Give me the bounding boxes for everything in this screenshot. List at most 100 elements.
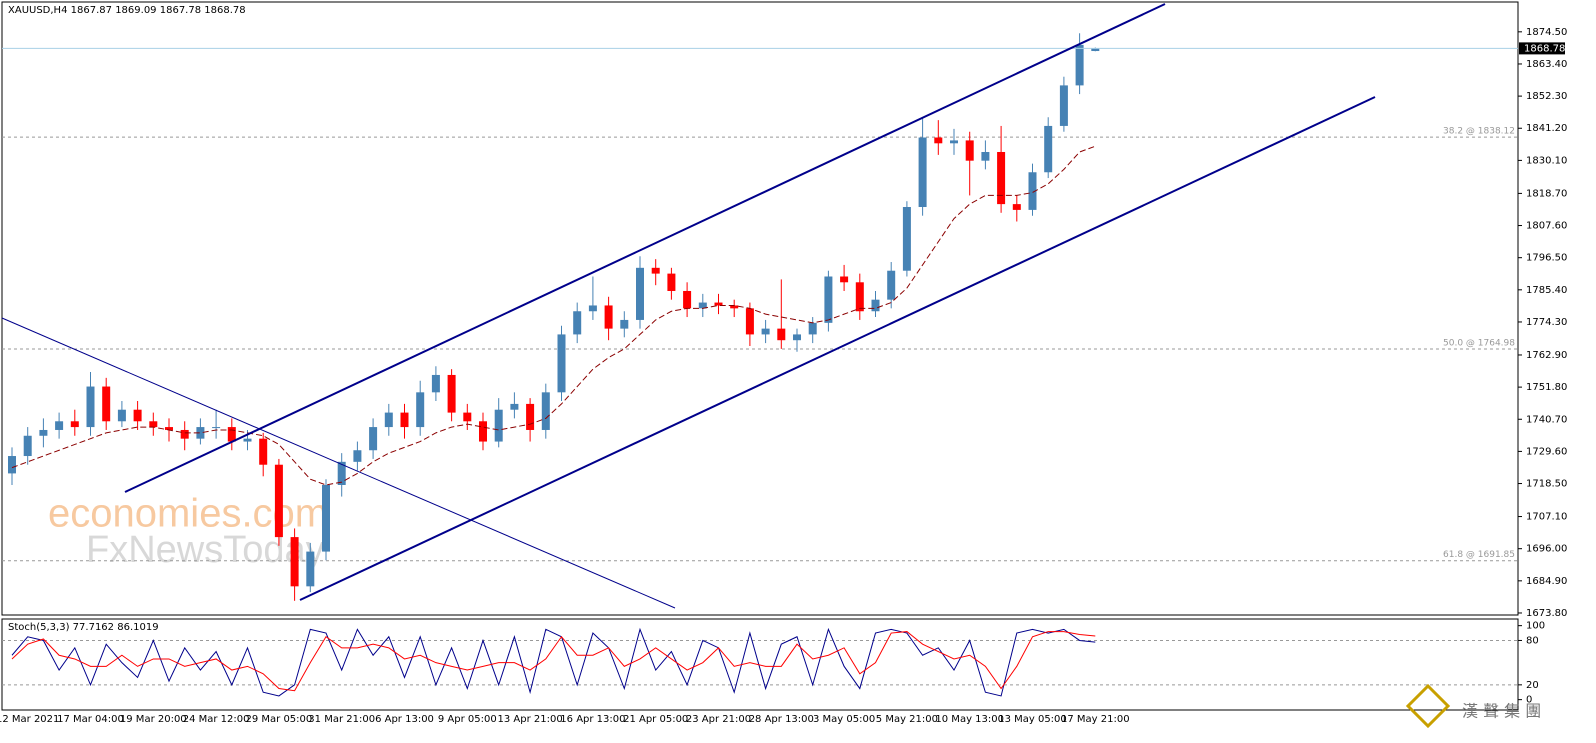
candle-body (117, 409, 126, 422)
candle-body (322, 484, 330, 552)
candle-body (840, 276, 849, 283)
y-tick-label: 0 (1526, 695, 1532, 706)
x-tick-label: 9 Apr 05:00 (438, 714, 497, 725)
candle-body (102, 386, 111, 422)
level-label: 50.0 @ 1764.98 (1443, 338, 1515, 348)
candle-body (651, 267, 660, 274)
y-tick-label: 1684.90 (1526, 576, 1567, 587)
y-tick-label: 1729.60 (1526, 446, 1567, 457)
main-panel (1, 1, 1519, 616)
moving-average (11, 145, 1096, 486)
candle-body (510, 403, 519, 410)
candle-body (212, 427, 221, 429)
candle-body (39, 429, 48, 436)
candle-body (714, 302, 723, 306)
candle-body (196, 427, 205, 439)
x-tick-label: 17 May 21:00 (1061, 714, 1130, 725)
candle-body (165, 427, 173, 430)
candle-body (70, 421, 79, 428)
plot: 1874.50 1863.40 1852.30 1841.20 1830.10 1818.… (2, 27, 1567, 706)
stoch-line (11, 627, 1096, 697)
logo-text: 漢 聲 集 團 (1462, 702, 1541, 721)
candle-body (902, 207, 911, 271)
x-tick-label: 31 Mar 21:00 (308, 714, 375, 725)
candle-body (1012, 204, 1021, 210)
candle-body (698, 302, 707, 309)
y-tick-label: 1762.90 (1526, 350, 1567, 361)
y-tick-label: 20 (1526, 680, 1539, 691)
candle-body (526, 403, 535, 430)
candle-body (463, 412, 472, 422)
price-box (1519, 42, 1565, 55)
y-tick-label: 1740.70 (1526, 414, 1567, 425)
y-tick-label: 1785.40 (1526, 285, 1567, 296)
candle-body (337, 461, 346, 485)
x-tick-label: 5 May 21:00 (876, 714, 938, 725)
candle-body (8, 456, 16, 474)
x-tick-label: 29 Mar 05:00 (246, 714, 313, 725)
stoch-line (11, 631, 1096, 692)
candle-body (761, 328, 770, 335)
y-tick-label: 1751.80 (1526, 382, 1567, 393)
candle-body (824, 276, 833, 323)
candle-body (227, 427, 236, 442)
candle-body (997, 151, 1006, 205)
level-label: 61.8 @ 1691.85 (1443, 550, 1515, 560)
candle-body (730, 305, 739, 309)
y-tick-label: 1718.50 (1526, 479, 1567, 490)
candle-body (180, 429, 189, 439)
y-tick-label: 1696.00 (1526, 544, 1567, 555)
x-tick-label: 21 Apr 05:00 (623, 714, 688, 725)
candle-body (588, 305, 597, 312)
candle-body (416, 392, 425, 428)
x-tick-label: 24 Mar 12:00 (183, 714, 250, 725)
candle-body (934, 137, 943, 144)
y-tick-label: 1874.50 (1526, 27, 1567, 38)
y-tick-label: 1673.80 (1526, 608, 1567, 619)
candle-body (479, 421, 487, 442)
x-tick-label: 13 Apr 21:00 (497, 714, 562, 725)
candle-body (384, 412, 393, 428)
price-label: 1868.78 (1524, 43, 1565, 54)
y-tick-label: 1863.40 (1526, 59, 1567, 70)
candle-body (620, 319, 629, 329)
candle-body (274, 464, 283, 538)
candle-body (541, 392, 550, 430)
y-tick-label: 1707.10 (1526, 512, 1567, 523)
candle-body (950, 140, 958, 144)
candle-body (494, 409, 503, 442)
candle-body (667, 273, 676, 291)
candle-body (259, 438, 268, 465)
y-tick-label: 1796.50 (1526, 253, 1567, 264)
x-tick-label: 6 Apr 13:00 (375, 714, 434, 725)
candle-body (887, 270, 896, 300)
x-tick-label: 13 May 05:00 (998, 714, 1067, 725)
candle-body (447, 374, 456, 413)
candle-body (808, 322, 817, 335)
x-tick-label: 28 Apr 13:00 (749, 714, 814, 725)
candle-body (431, 374, 440, 393)
candle-body (871, 299, 880, 312)
candle-body (745, 308, 754, 335)
candle-body (965, 140, 974, 161)
channel-lower (299, 96, 1376, 601)
candle-body (855, 282, 864, 312)
candle-body (1044, 125, 1053, 173)
stoch-panel (1, 618, 1519, 711)
candle-body (573, 311, 582, 335)
y-tick-label: 80 (1526, 635, 1539, 646)
candle-body (23, 435, 32, 457)
y-tick-label: 100 (1526, 621, 1545, 632)
candle-body (1091, 48, 1100, 52)
candle-body (306, 551, 315, 587)
x-tick-label: 10 May 13:00 (935, 714, 1004, 725)
candle-body (1059, 85, 1068, 126)
candle-body (55, 421, 64, 430)
candle-body (636, 267, 644, 320)
y-tick-label: 1841.20 (1526, 123, 1567, 134)
y-tick-label: 1852.30 (1526, 91, 1567, 102)
y-tick-label: 1774.30 (1526, 317, 1567, 328)
x-tick-label: 12 Mar 2021 (0, 714, 59, 725)
